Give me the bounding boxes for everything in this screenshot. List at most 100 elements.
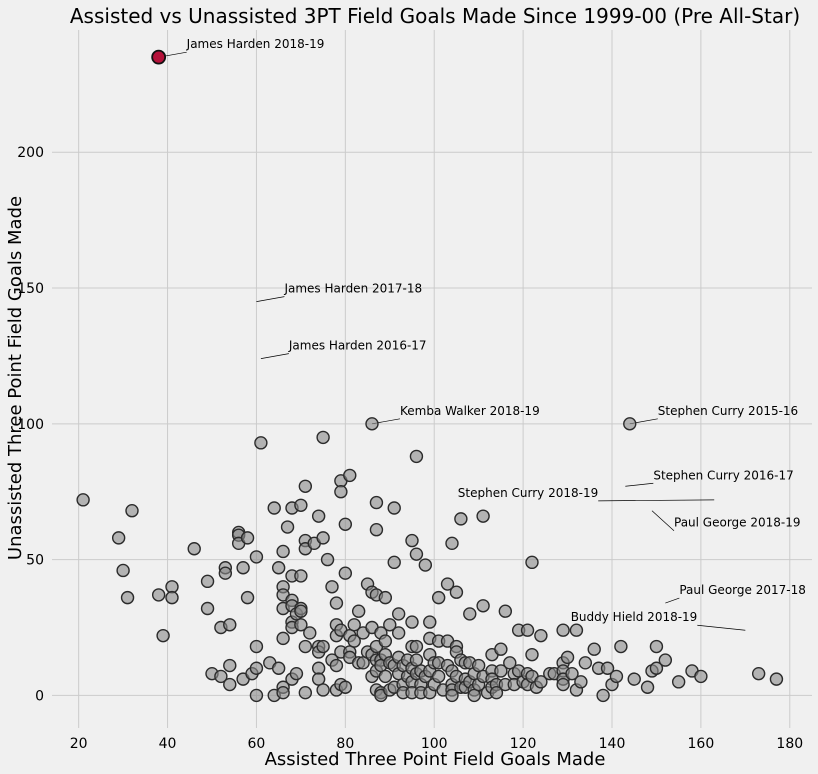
data-point	[338, 517, 353, 532]
data-point	[120, 590, 135, 605]
data-point	[343, 468, 357, 483]
data-point	[116, 563, 130, 578]
data-point	[316, 531, 330, 545]
data-point	[200, 601, 215, 616]
data-point	[640, 680, 655, 694]
data-point	[387, 501, 401, 515]
data-point	[560, 650, 575, 665]
data-point	[338, 680, 353, 694]
data-point	[271, 561, 286, 575]
data-point	[431, 669, 446, 684]
data-point	[316, 683, 330, 697]
x-tick-label: 180	[776, 736, 803, 752]
data-point	[271, 661, 286, 675]
data-point	[165, 590, 179, 605]
x-axis-label: Assisted Three Point Field Goals Made	[265, 749, 606, 770]
data-point	[623, 417, 637, 431]
data-point	[249, 639, 264, 654]
annotation-label: Buddy Hield 2018-19	[571, 610, 698, 624]
data-point	[240, 531, 255, 545]
data-point	[236, 561, 250, 575]
annotation-label: Paul George 2017-18	[679, 583, 806, 597]
data-point	[378, 634, 393, 648]
data-point	[303, 626, 317, 640]
data-point	[609, 669, 624, 684]
data-point	[649, 661, 664, 675]
x-tick-label: 40	[159, 736, 177, 752]
data-point	[298, 639, 313, 654]
data-point	[454, 512, 468, 526]
data-point	[694, 669, 708, 684]
annotation-label: James Harden 2017-18	[283, 282, 422, 296]
data-point	[218, 566, 233, 580]
y-tick-label: 150	[17, 281, 44, 297]
y-tick-label: 100	[17, 417, 44, 433]
data-point	[463, 607, 477, 621]
data-point	[347, 618, 361, 632]
annotation-label: James Harden 2018-19	[186, 37, 325, 51]
data-point	[596, 688, 610, 703]
data-point	[214, 669, 228, 684]
data-point	[76, 493, 90, 507]
data-point	[294, 498, 308, 512]
data-point	[405, 615, 419, 629]
x-tick-label: 120	[510, 736, 537, 752]
highlight-point	[151, 49, 167, 65]
data-point	[249, 661, 264, 675]
annotation-label: Kemba Walker 2018-19	[400, 404, 540, 418]
data-point	[751, 666, 766, 681]
x-tick-label: 80	[336, 736, 354, 752]
data-point	[387, 555, 401, 570]
data-point	[409, 449, 424, 464]
data-point	[409, 639, 424, 654]
data-point	[494, 664, 508, 678]
data-point	[316, 639, 330, 654]
annotation-leader	[651, 510, 675, 531]
data-point	[574, 675, 588, 689]
data-point	[556, 623, 570, 637]
data-point	[280, 520, 295, 534]
data-point	[565, 666, 579, 681]
data-point	[578, 656, 593, 670]
annotation-label: James Harden 2016-17	[288, 339, 427, 353]
data-point	[369, 523, 384, 537]
data-point	[249, 688, 264, 703]
y-tick-label: 0	[35, 688, 44, 704]
data-point	[587, 642, 601, 656]
data-point	[423, 615, 437, 629]
data-point	[151, 588, 166, 602]
annotation-label: Stephen Curry 2015-16	[658, 404, 798, 418]
data-point	[405, 533, 419, 548]
data-point	[298, 479, 313, 493]
data-point	[445, 688, 459, 703]
data-point	[125, 504, 139, 518]
annotation-leader	[697, 624, 746, 631]
annotation-label: Stephen Curry 2016-17	[653, 468, 793, 482]
data-point	[383, 618, 397, 632]
data-point	[369, 495, 384, 510]
data-point	[316, 430, 330, 445]
data-point	[409, 547, 424, 561]
chart-title: Assisted vs Unassisted 3PT Field Goals M…	[70, 4, 800, 28]
x-tick-label: 20	[70, 736, 88, 752]
data-point	[294, 604, 308, 618]
annotation-leader	[260, 353, 289, 359]
data-point	[351, 604, 366, 618]
data-point	[187, 542, 201, 556]
tick-labels: 20 40 60 80 100 120 140 160 180 0 50 100 150 200	[17, 145, 803, 752]
data-point	[325, 580, 339, 594]
data-point	[338, 566, 353, 580]
annotation-label: Paul George 2018-19	[674, 516, 801, 530]
data-point	[334, 485, 348, 499]
data-point	[329, 596, 344, 610]
data-point	[391, 626, 406, 640]
data-point	[649, 639, 664, 654]
data-point	[249, 550, 264, 564]
data-point	[476, 599, 490, 613]
data-point	[200, 574, 215, 589]
data-point	[418, 558, 433, 572]
x-tick-label: 160	[688, 736, 715, 752]
data-point	[569, 623, 584, 637]
data-point	[294, 618, 308, 632]
